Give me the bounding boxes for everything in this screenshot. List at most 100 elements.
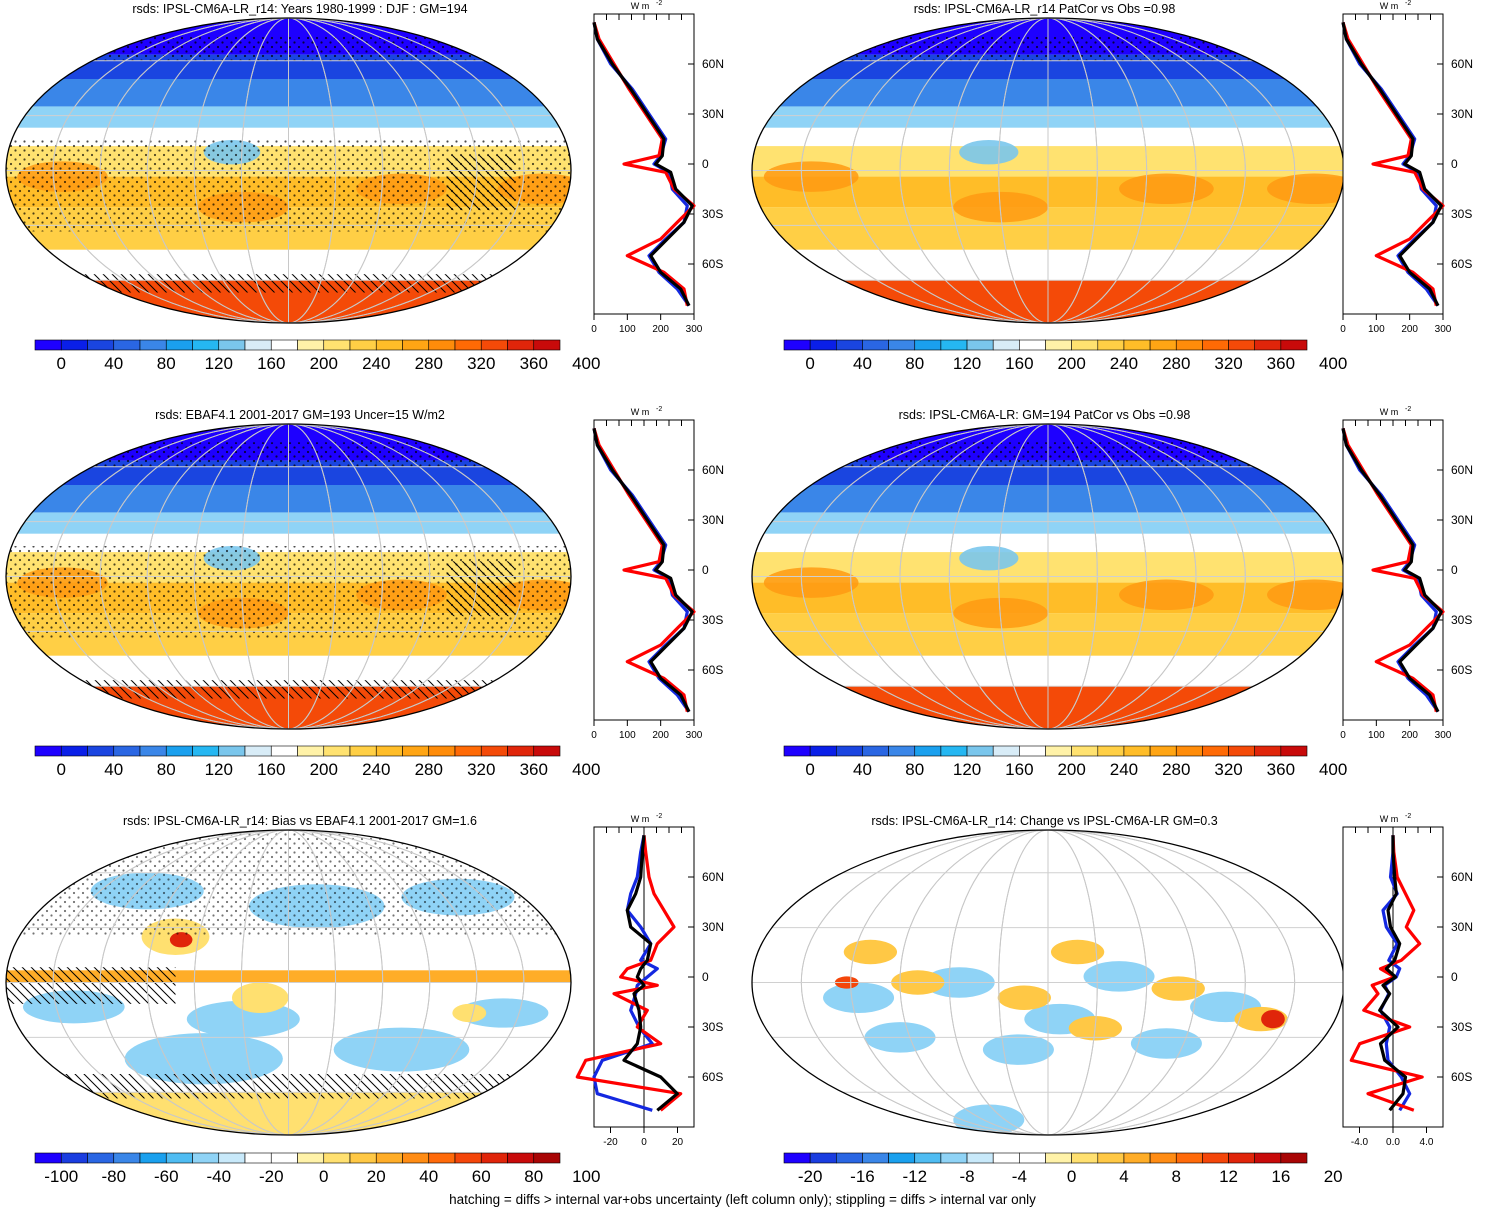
colorbar-tick-label: 60: [472, 1167, 491, 1186]
colorbar-tick-label: 0: [805, 760, 814, 779]
colorbar-swatch: [165, 339, 193, 351]
profile-lat-label: 30N: [1451, 920, 1473, 934]
colorbar-swatch: [1019, 339, 1046, 351]
colorbar-swatch: [1202, 1152, 1229, 1164]
colorbar-swatch: [1228, 1152, 1256, 1164]
colorbar-swatch: [1228, 339, 1256, 351]
map-outline: [5, 423, 572, 730]
colorbar-swatch: [888, 339, 916, 351]
colorbar-swatch: [1149, 745, 1177, 757]
colorbar-swatch: [34, 745, 62, 757]
profile-lat-label: 30N: [702, 107, 724, 121]
colorbar-tick-label: 240: [362, 354, 390, 373]
colorbar-tick-label: 8: [1172, 1167, 1181, 1186]
colorbar-swatch: [87, 745, 115, 757]
colorbar-swatch: [244, 1152, 272, 1164]
colorbar-swatch: [60, 745, 88, 757]
colorbar-swatch: [428, 1152, 456, 1164]
profile-lat-label: 0: [702, 563, 709, 577]
colorbar-tick-label: 160: [257, 760, 285, 779]
positive-change-region: [843, 939, 898, 965]
colorbar-tick-label: 400: [572, 354, 600, 373]
colorbar-swatch: [966, 745, 994, 757]
warm-region: [763, 567, 859, 598]
colorbar-tick-label: -40: [206, 1167, 231, 1186]
colorbar-swatch: [1254, 339, 1282, 351]
colorbar-tick-label: 120: [953, 354, 981, 373]
colorbar-swatch: [60, 1152, 88, 1164]
profile-lat-label: 60S: [702, 257, 723, 271]
profile-lat-label: 30S: [702, 207, 723, 221]
positive-bias-region: [232, 982, 289, 1013]
panel-title-p1: rsds: IPSL-CM6A-LR_r14: Years 1980-1999 …: [132, 2, 468, 16]
profile-units-superscript: -2: [1405, 0, 1411, 7]
profile-x-tick-label: 4.0: [1420, 1137, 1434, 1148]
colorbar-swatch: [480, 1152, 508, 1164]
colorbar-swatch: [940, 745, 968, 757]
colorbar-p5: -100 -80 -60 -40 -20 0 20 40 60 80 100: [34, 1152, 600, 1186]
profile-lat-label: 60N: [1451, 57, 1473, 71]
colorbar-swatch: [1280, 1152, 1308, 1164]
profile-x-tick-label: 20: [672, 1137, 684, 1148]
colorbar-tick-label: -4: [1012, 1167, 1027, 1186]
map-outline: [5, 17, 572, 324]
colorbar-swatch: [835, 745, 863, 757]
colorbar-tick-label: -12: [902, 1167, 927, 1186]
colorbar-swatch: [992, 339, 1020, 351]
colorbar-swatch: [1045, 1152, 1072, 1164]
colorbar-swatch: [402, 1152, 430, 1164]
colorbar-swatch: [809, 339, 837, 351]
profile-x-tick-label: 0: [641, 1137, 647, 1148]
profile-x-tick-label: -4.0: [1351, 1137, 1369, 1148]
hatching: [6, 967, 176, 1004]
profile-units-label: W m: [1380, 407, 1399, 417]
profile-series-black: [1341, 427, 1443, 713]
profile-x-tick-label: 0: [591, 324, 597, 335]
colorbar-swatch: [297, 745, 325, 757]
colorbar-swatch: [1149, 339, 1177, 351]
colorbar-swatch: [375, 1152, 403, 1164]
profile-series-red: [575, 835, 683, 1112]
colorbar-swatch: [1071, 1152, 1099, 1164]
profile-series-blue: [592, 834, 659, 1112]
colorbar-tick-label: 40: [853, 354, 872, 373]
colorbar-p2: 0 40 80 120 160 200 240 280 320 360 400: [783, 339, 1347, 373]
colorbar-swatch: [809, 745, 837, 757]
profile-units-label: W m: [631, 1, 650, 11]
negative-bias-region: [124, 1033, 283, 1085]
warm-region: [953, 597, 1048, 629]
colorbar-swatch: [270, 339, 298, 351]
profile-x-tick-label: 100: [619, 730, 636, 741]
profile-p3: W m -2 60N 30N 0 30S 60S 0 100 200 300: [591, 406, 724, 741]
colorbar-swatch: [1175, 1152, 1203, 1164]
colorbar-swatch: [888, 745, 916, 757]
colorbar-swatch: [1045, 339, 1072, 351]
colorbar-swatch: [809, 1152, 837, 1164]
profile-x-tick-label: 200: [652, 730, 669, 741]
colorbar-tick-label: 240: [362, 760, 390, 779]
colorbar-swatch: [1175, 745, 1203, 757]
colorbar-swatch: [165, 745, 193, 757]
colorbar-tick-label: 80: [157, 760, 176, 779]
profile-units-superscript: -2: [1405, 406, 1411, 413]
positive-change-region: [997, 985, 1051, 1010]
map-field: [6, 18, 571, 324]
maritime-cloud-region: [959, 140, 1019, 165]
profile-units-superscript: -2: [656, 406, 662, 413]
colorbar-swatch: [1149, 1152, 1177, 1164]
profile-lat-label: 30S: [1451, 207, 1472, 221]
positive-change-region: [1050, 939, 1105, 965]
colorbar-swatch: [1228, 745, 1256, 757]
colorbar-swatch: [480, 745, 508, 757]
profile-lat-label: 60N: [702, 870, 724, 884]
colorbar-swatch: [480, 339, 508, 351]
colorbar-swatch: [323, 339, 351, 351]
map-p5: [5, 829, 572, 1136]
colorbar-swatch: [940, 1152, 968, 1164]
colorbar-tick-label: 12: [1219, 1167, 1238, 1186]
profile-lat-label: 0: [1451, 157, 1458, 171]
colorbar-tick-label: 320: [467, 354, 495, 373]
colorbar-tick-label: -20: [259, 1167, 284, 1186]
panel-title-p4: rsds: IPSL-CM6A-LR: GM=194 PatCor vs Obs…: [898, 408, 1191, 422]
colorbar-p1: 0 40 80 120 160 200 240 280 320 360 400: [34, 339, 600, 373]
